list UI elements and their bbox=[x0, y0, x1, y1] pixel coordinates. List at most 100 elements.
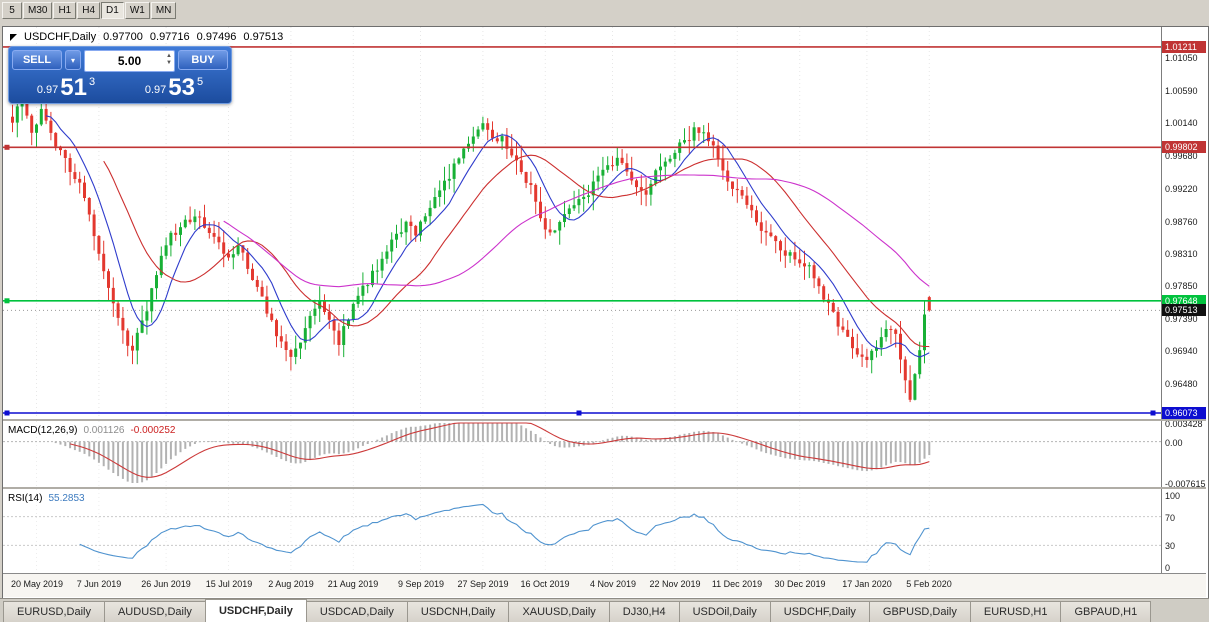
order-type-dropdown[interactable]: ▾ bbox=[65, 50, 81, 70]
trade-prices-row: 0.97 51 3 0.97 53 5 bbox=[12, 74, 228, 100]
price-axis-label: 0.98310 bbox=[1165, 249, 1198, 259]
timeframe-button-mn[interactable]: MN bbox=[150, 2, 177, 19]
time-axis-label: 30 Dec 2019 bbox=[774, 579, 826, 589]
price-axis[interactable]: 1.01050 1.00590 1.00140 0.99680 0.99220 0.987… bbox=[1161, 27, 1206, 419]
ohlc-high: 0.97716 bbox=[149, 31, 190, 43]
timeframe-button-h1[interactable]: H1 bbox=[53, 2, 77, 19]
time-axis-label: 15 Jul 2019 bbox=[205, 579, 253, 589]
buy-price-big: 53 bbox=[168, 74, 195, 101]
ohlc-close: 0.97513 bbox=[243, 31, 284, 43]
chart-tab[interactable]: GBPUSD,Daily bbox=[868, 601, 971, 622]
main-chart-panel[interactable]: USDCHF,Daily 0.97700 0.97716 0.97496 0.9… bbox=[3, 27, 1161, 419]
ohlc-open: 0.97700 bbox=[103, 31, 143, 43]
time-axis-label: 17 Jan 2020 bbox=[842, 579, 892, 589]
chart-corner-icon bbox=[10, 33, 17, 41]
time-axis-label: 22 Nov 2019 bbox=[649, 579, 701, 589]
spin-up-icon[interactable]: ▲ bbox=[166, 53, 172, 59]
price-axis-label: 0.96480 bbox=[1165, 379, 1198, 389]
timeframe-button-5[interactable]: 5 bbox=[2, 2, 22, 19]
chart-tab-bar: EURUSD,Daily AUDUSD,Daily USDCHF,Daily USDC… bbox=[0, 598, 1209, 622]
rsi-panel[interactable]: RSI(14) 55.2853 bbox=[3, 489, 1161, 573]
time-axis-label: 21 Aug 2019 bbox=[327, 579, 379, 589]
price-axis-label: 1.00140 bbox=[1165, 118, 1198, 128]
rsi-axis-label: 100 bbox=[1165, 491, 1181, 501]
price-axis-label: 1.01050 bbox=[1165, 53, 1198, 63]
macd-row: MACD(12,26,9) 0.001126 -0.000252 0.00342… bbox=[3, 419, 1206, 487]
rsi-label: RSI(14) 55.2853 bbox=[8, 493, 85, 504]
sell-button[interactable]: SELL bbox=[12, 50, 62, 70]
time-axis-label: 2 Aug 2019 bbox=[268, 579, 314, 589]
sell-price-big: 51 bbox=[60, 74, 87, 101]
macd-chart[interactable] bbox=[3, 421, 1161, 487]
chart-tab[interactable]: EURUSD,H1 bbox=[969, 601, 1062, 622]
macd-axis-label: -0.007615 bbox=[1165, 479, 1206, 487]
buy-price[interactable]: 0.97 53 5 bbox=[120, 74, 228, 100]
buy-price-sup: 5 bbox=[197, 76, 204, 88]
buy-button[interactable]: BUY bbox=[178, 50, 228, 70]
time-axis-label: 20 May 2019 bbox=[10, 579, 64, 589]
chart-tab[interactable]: USDCHF,Daily bbox=[204, 599, 307, 622]
time-axis-label: 5 Feb 2020 bbox=[906, 579, 952, 589]
chart-tab[interactable]: USDCHF,Daily bbox=[769, 601, 870, 622]
chart-tab[interactable]: DJ30,H4 bbox=[608, 601, 680, 622]
macd-name: MACD(12,26,9) bbox=[8, 425, 78, 436]
chart-tab[interactable]: USDOil,Daily bbox=[678, 601, 771, 622]
rsi-chart[interactable] bbox=[3, 489, 1161, 573]
time-axis-label: 9 Sep 2019 bbox=[397, 579, 445, 589]
chart-tab[interactable]: USDCNH,Daily bbox=[406, 601, 510, 622]
sell-price-prefix: 0.97 bbox=[36, 84, 59, 96]
rsi-axis[interactable]: 100 70 30 0 bbox=[1161, 489, 1206, 573]
rsi-axis-label: 30 bbox=[1165, 541, 1176, 551]
volume-field[interactable]: 5.00 ▲ ▼ bbox=[84, 50, 175, 72]
price-axis-label: 0.97390 bbox=[1165, 314, 1198, 324]
timeframe-toolbar: 5 M30 H1 H4 D1 W1 MN bbox=[0, 0, 177, 28]
macd-signal-value: -0.000252 bbox=[130, 425, 176, 436]
candlestick-chart[interactable] bbox=[3, 27, 1161, 419]
price-tag: 0.97513 bbox=[1162, 304, 1206, 316]
chart-window: USDCHF,Daily 0.97700 0.97716 0.97496 0.9… bbox=[2, 26, 1209, 600]
rsi-value: 55.2853 bbox=[48, 493, 85, 504]
chart-tab[interactable]: GBPAUD,H1 bbox=[1060, 601, 1152, 622]
chart-tab[interactable]: XAUUSD,Daily bbox=[508, 601, 610, 622]
chart-symbol-period: USDCHF,Daily bbox=[24, 31, 97, 43]
rsi-row: RSI(14) 55.2853 100 70 30 0 bbox=[3, 487, 1206, 573]
macd-label: MACD(12,26,9) 0.001126 -0.000252 bbox=[8, 425, 175, 436]
price-axis-label: 0.99220 bbox=[1165, 184, 1198, 194]
chart-ohlc-header: USDCHF,Daily 0.97700 0.97716 0.97496 0.9… bbox=[10, 31, 283, 43]
price-axis-label: 0.99680 bbox=[1165, 151, 1198, 161]
volume-spinner[interactable]: ▲ ▼ bbox=[166, 53, 172, 67]
main-chart-row: USDCHF,Daily 0.97700 0.97716 0.97496 0.9… bbox=[3, 27, 1206, 419]
chart-tab[interactable]: EURUSD,Daily bbox=[3, 601, 105, 622]
timeframe-button-h4[interactable]: H4 bbox=[77, 2, 101, 19]
price-axis-label: 1.00590 bbox=[1165, 86, 1198, 96]
one-click-trading-panel: SELL ▾ 5.00 ▲ ▼ BUY 0.97 51 3 0.97 53 5 bbox=[8, 46, 232, 104]
macd-axis-label: 0.003428 bbox=[1165, 421, 1203, 429]
price-tag: 1.01211 bbox=[1162, 41, 1206, 53]
macd-axis-label: 0.00 bbox=[1165, 438, 1183, 448]
chevron-down-icon: ▾ bbox=[70, 55, 75, 65]
macd-axis[interactable]: 0.003428 0.00 -0.007615 bbox=[1161, 421, 1206, 487]
price-axis-label: 0.96940 bbox=[1165, 346, 1198, 356]
volume-value: 5.00 bbox=[117, 54, 142, 68]
time-axis-label: 4 Nov 2019 bbox=[589, 579, 637, 589]
time-axis-label: 7 Jun 2019 bbox=[76, 579, 122, 589]
chart-tab[interactable]: AUDUSD,Daily bbox=[103, 601, 206, 622]
price-axis-label: 0.97850 bbox=[1165, 281, 1198, 291]
spin-down-icon[interactable]: ▼ bbox=[166, 60, 172, 66]
sell-price[interactable]: 0.97 51 3 bbox=[12, 74, 120, 100]
timeframe-button-d1[interactable]: D1 bbox=[101, 2, 124, 19]
macd-panel[interactable]: MACD(12,26,9) 0.001126 -0.000252 bbox=[3, 421, 1161, 487]
price-tag: 0.96073 bbox=[1162, 407, 1206, 419]
rsi-axis-label: 70 bbox=[1165, 513, 1176, 523]
buy-price-prefix: 0.97 bbox=[144, 84, 167, 96]
chart-tab[interactable]: USDCAD,Daily bbox=[305, 601, 408, 622]
time-axis[interactable]: 20 May 2019 7 Jun 2019 26 Jun 2019 15 Jul 2… bbox=[3, 573, 1206, 597]
rsi-name: RSI(14) bbox=[8, 493, 43, 504]
time-axis-label: 11 Dec 2019 bbox=[711, 579, 763, 589]
timeframe-button-w1[interactable]: W1 bbox=[124, 2, 150, 19]
ohlc-low: 0.97496 bbox=[196, 31, 237, 43]
rsi-axis-label: 0 bbox=[1165, 563, 1171, 573]
timeframe-button-m30[interactable]: M30 bbox=[23, 2, 53, 19]
trade-controls-row: SELL ▾ 5.00 ▲ ▼ BUY bbox=[12, 50, 228, 72]
